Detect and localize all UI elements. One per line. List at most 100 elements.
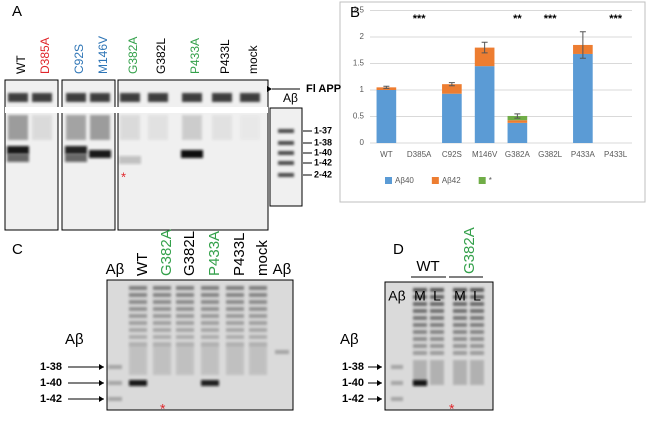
marker-label: 1-38 xyxy=(40,361,62,373)
blot-band xyxy=(470,316,484,320)
blot-band xyxy=(430,330,444,334)
blot-band xyxy=(413,344,427,348)
blot-band xyxy=(153,328,171,332)
blot-band xyxy=(108,381,122,385)
blot-band xyxy=(413,295,427,299)
blot-band xyxy=(278,161,294,165)
blot-band xyxy=(129,307,147,311)
blot-band xyxy=(430,351,444,355)
y-tick-label: 1.5 xyxy=(353,59,365,68)
blot-band xyxy=(129,345,147,375)
blot-band xyxy=(391,397,403,401)
lane-label: M146V xyxy=(96,36,110,74)
abeta-label: Aβ xyxy=(283,91,298,105)
lane-label: P433L xyxy=(231,233,248,276)
blot-band xyxy=(129,335,147,339)
blot-band xyxy=(391,365,403,369)
panel-label: C xyxy=(12,241,23,258)
lane-label: WT xyxy=(134,253,151,276)
blot-band xyxy=(201,342,219,346)
blot-band xyxy=(201,293,219,297)
lane-label: L xyxy=(473,288,481,304)
blot-band xyxy=(270,108,302,206)
blot-band xyxy=(413,288,427,292)
significance: *** xyxy=(544,13,558,25)
blot-frame xyxy=(4,79,59,231)
marker: * xyxy=(121,169,126,184)
blot-band xyxy=(249,307,267,311)
blot-band xyxy=(470,323,484,327)
blot-band xyxy=(430,337,444,341)
blot-band xyxy=(129,300,147,304)
abeta-label: Aβ xyxy=(340,331,359,348)
marker-label: 1-42 xyxy=(342,393,364,405)
lane-label: G382A xyxy=(126,37,140,74)
bar-segment xyxy=(507,120,528,123)
blot-band xyxy=(176,342,194,346)
blot-band xyxy=(249,321,267,325)
marker-label: 1-40 xyxy=(40,377,62,389)
blot-band xyxy=(176,314,194,318)
blot-band xyxy=(470,351,484,355)
blot-frame xyxy=(384,281,494,411)
blot-band xyxy=(108,397,122,401)
blot-band xyxy=(453,309,467,313)
blot-band xyxy=(90,93,110,102)
blot-band xyxy=(453,302,467,306)
arrow-head xyxy=(99,364,104,370)
blot-band xyxy=(120,115,140,140)
blot-band xyxy=(129,342,147,346)
blot-band xyxy=(129,314,147,318)
blot-band xyxy=(176,300,194,304)
blot-band xyxy=(453,337,467,341)
blot-band xyxy=(275,350,289,354)
standard-label: 2-42 xyxy=(314,169,332,179)
blot-band xyxy=(413,323,427,327)
lane-label: L xyxy=(433,288,441,304)
blot-band xyxy=(470,288,484,292)
standard-label: 1-42 xyxy=(314,157,332,167)
lane-label: Aβ xyxy=(106,261,125,278)
lane-label: mock xyxy=(254,240,271,276)
blot-band xyxy=(413,309,427,313)
blot-band xyxy=(453,351,467,355)
blot-frame xyxy=(269,107,303,207)
y-tick-label: 1 xyxy=(360,85,365,94)
blot-band xyxy=(66,115,86,140)
blot-frame xyxy=(117,79,269,231)
abeta-label: Aβ xyxy=(65,331,84,348)
blot-band xyxy=(212,93,232,102)
bar-segment xyxy=(474,47,495,67)
blot-band xyxy=(129,321,147,325)
blot-band xyxy=(470,302,484,306)
error-bar xyxy=(481,41,488,54)
blot-band xyxy=(89,150,111,158)
blot-band xyxy=(153,300,171,304)
blot-band xyxy=(453,295,467,299)
blot-band xyxy=(413,360,427,385)
blot-band xyxy=(470,330,484,334)
blot-frame xyxy=(61,79,116,231)
significance: ** xyxy=(513,13,522,25)
blot-band xyxy=(90,115,110,140)
bar-segment xyxy=(442,84,462,94)
blot-band xyxy=(226,345,244,375)
blot-band xyxy=(201,328,219,332)
blot-band xyxy=(7,146,29,154)
blot-band xyxy=(182,115,202,140)
blot-band xyxy=(413,302,427,306)
blot-band xyxy=(249,300,267,304)
blot-band xyxy=(413,330,427,334)
group-label: G382A xyxy=(461,227,478,274)
blot-band xyxy=(176,335,194,339)
blot-band xyxy=(153,286,171,290)
blot-band xyxy=(148,115,168,140)
marker-label: 1-38 xyxy=(342,361,364,373)
x-tick-label: C92S xyxy=(442,150,462,159)
y-tick-label: 2 xyxy=(360,32,365,41)
blot-band xyxy=(66,93,86,102)
blot-band xyxy=(391,381,403,385)
legend-swatch xyxy=(385,177,392,184)
blot-band xyxy=(153,307,171,311)
